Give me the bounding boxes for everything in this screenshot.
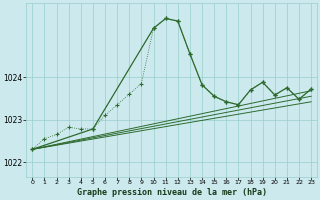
- X-axis label: Graphe pression niveau de la mer (hPa): Graphe pression niveau de la mer (hPa): [77, 188, 267, 197]
